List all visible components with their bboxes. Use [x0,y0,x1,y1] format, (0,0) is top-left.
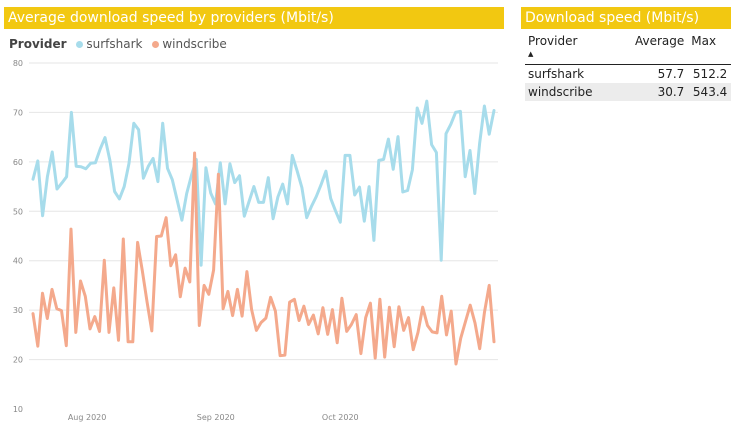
cell-max: 543.4 [688,83,732,101]
table-row: windscribe 30.7 543.4 [525,83,732,101]
y-tick-label: 80 [13,59,23,68]
legend-dot-windscribe [152,40,160,48]
table-header-row: Provider ▲ Average Max [525,31,732,65]
column-header-average[interactable]: Average [635,34,685,48]
table-row: surfshark 57.7 512.2 [525,65,731,84]
chart-legend: Provider surfshark windscribe [9,37,233,51]
cell-max: 512.2 [692,67,728,81]
line-chart: 10 20 30 40 50 60 70 80 Aug 2020 Sep 2020 Oct 2020 [13,59,498,422]
y-tick-label: 50 [13,207,23,216]
legend-dot-surfshark [76,40,84,48]
cell-provider: surfshark [528,67,585,81]
x-tick-label: Sep 2020 [197,413,235,422]
y-tick-label: 70 [13,108,23,117]
y-tick-label: 20 [13,356,23,365]
legend-label-windscribe: windscribe [162,37,227,51]
y-tick-label: 60 [13,158,23,167]
sort-ascending-icon: ▲ [528,50,534,58]
chart-title: Average download speed by providers (Mbi… [4,7,504,29]
download-speed-table: Provider ▲ Average Max surfshark 57.7 51… [525,31,732,101]
cell-average: 30.7 [632,83,689,101]
series-line-windscribe[interactable] [31,151,496,366]
y-tick-label: 10 [13,405,23,414]
table-title: Download speed (Mbit/s) [521,7,731,29]
column-header-max[interactable]: Max [691,34,717,48]
series-line-surfshark[interactable] [31,99,496,267]
legend-item-windscribe[interactable]: windscribe [152,37,227,51]
x-tick-label: Oct 2020 [322,413,359,422]
y-tick-label: 30 [13,306,23,315]
column-header-provider-label: Provider [528,34,578,48]
column-header-provider[interactable]: Provider ▲ [525,31,632,65]
cell-provider: windscribe [525,83,632,101]
x-tick-label: Aug 2020 [68,413,107,422]
legend-title: Provider [9,37,67,51]
y-tick-label: 40 [13,257,23,266]
legend-item-surfshark[interactable]: surfshark [76,37,146,51]
legend-label-surfshark: surfshark [86,37,143,51]
cell-average: 57.7 [657,67,685,81]
